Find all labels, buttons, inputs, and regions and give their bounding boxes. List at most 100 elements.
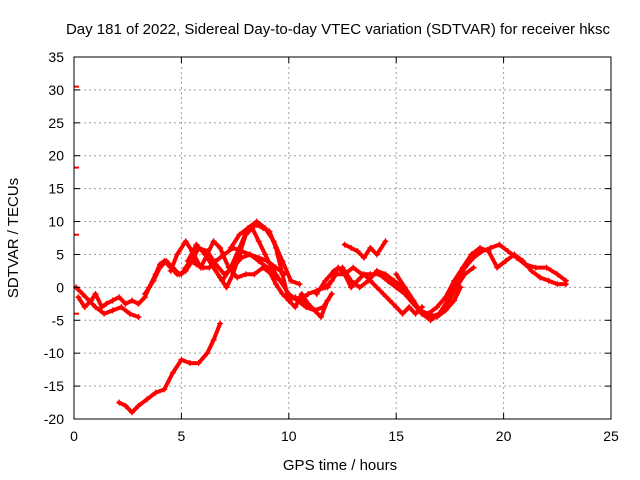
data-point bbox=[298, 290, 305, 297]
data-point bbox=[161, 386, 168, 393]
plot-frame bbox=[73, 56, 612, 420]
data-point bbox=[242, 231, 249, 238]
data-point bbox=[182, 267, 189, 274]
data-point bbox=[152, 389, 159, 396]
data-point bbox=[554, 271, 561, 278]
data-point bbox=[324, 284, 331, 291]
data-point bbox=[202, 251, 209, 258]
data-point bbox=[307, 304, 314, 311]
data-point bbox=[204, 350, 211, 357]
data-point bbox=[393, 304, 400, 311]
data-point bbox=[318, 313, 325, 320]
data-point bbox=[272, 281, 279, 288]
data-point bbox=[350, 264, 357, 271]
data-point bbox=[393, 271, 400, 278]
series-g-line bbox=[228, 222, 313, 310]
data-point bbox=[101, 310, 108, 317]
data-point bbox=[554, 281, 561, 288]
data-point bbox=[116, 294, 123, 301]
data-point bbox=[451, 277, 458, 284]
data-point bbox=[210, 337, 217, 344]
data-point bbox=[126, 310, 133, 317]
data-point bbox=[141, 290, 148, 297]
data-point bbox=[81, 304, 88, 311]
data-point bbox=[410, 297, 417, 304]
data-point bbox=[255, 254, 262, 261]
data-point bbox=[150, 277, 157, 284]
data-point bbox=[451, 297, 458, 304]
y-tick-label: 25 bbox=[48, 115, 64, 131]
y-tick-label: 35 bbox=[48, 49, 64, 65]
data-series bbox=[73, 85, 569, 416]
data-point bbox=[502, 258, 509, 265]
data-point bbox=[459, 264, 466, 271]
y-tick-label: -5 bbox=[52, 312, 65, 328]
data-point bbox=[260, 225, 267, 232]
data-point bbox=[210, 238, 217, 245]
data-point bbox=[75, 294, 82, 301]
data-point bbox=[468, 251, 475, 258]
data-point bbox=[356, 284, 363, 291]
data-point bbox=[255, 238, 262, 245]
data-point bbox=[92, 290, 99, 297]
data-point bbox=[562, 281, 569, 288]
data-point bbox=[399, 310, 406, 317]
data-point bbox=[182, 238, 189, 245]
data-point bbox=[156, 264, 163, 271]
axis-ticks: 0 5 10 15 20 25 -20 -15 -10 -5 0 5 10 15 20 25 30 35 bbox=[44, 49, 619, 444]
data-point bbox=[116, 399, 123, 406]
data-point bbox=[341, 271, 348, 278]
data-point bbox=[341, 241, 348, 248]
data-point bbox=[365, 277, 372, 284]
data-point bbox=[163, 258, 170, 265]
y-tick-label: 5 bbox=[56, 246, 64, 262]
data-point bbox=[348, 284, 355, 291]
grid-lines bbox=[74, 57, 611, 419]
data-point bbox=[330, 267, 337, 274]
data-point bbox=[485, 248, 492, 255]
data-point bbox=[109, 297, 116, 304]
data-point bbox=[229, 271, 236, 278]
data-point bbox=[543, 264, 550, 271]
data-point bbox=[511, 251, 518, 258]
y-tick-label: 15 bbox=[48, 181, 64, 197]
data-point bbox=[236, 251, 243, 258]
data-point bbox=[532, 264, 539, 271]
data-point bbox=[128, 297, 135, 304]
data-point bbox=[247, 251, 254, 258]
data-point bbox=[470, 264, 477, 271]
data-point bbox=[358, 271, 365, 278]
data-point bbox=[442, 294, 449, 301]
data-point bbox=[311, 307, 318, 314]
data-point bbox=[103, 300, 110, 307]
data-point bbox=[287, 277, 294, 284]
data-point bbox=[537, 274, 544, 281]
data-point bbox=[348, 244, 355, 251]
y-axis-label: SDTVAR / TECUs bbox=[5, 178, 22, 298]
data-point bbox=[339, 264, 346, 271]
x-axis-label: GPS time / hours bbox=[283, 457, 397, 474]
data-point bbox=[418, 310, 425, 317]
y-tick-label: 0 bbox=[56, 279, 64, 295]
x-tick-label: 25 bbox=[603, 428, 619, 444]
data-point bbox=[244, 225, 251, 232]
data-point bbox=[135, 313, 142, 320]
data-point bbox=[186, 360, 193, 367]
data-point bbox=[391, 277, 398, 284]
data-point bbox=[376, 271, 383, 278]
data-point bbox=[266, 228, 273, 235]
data-point bbox=[223, 284, 230, 291]
data-point bbox=[195, 360, 202, 367]
data-point bbox=[296, 297, 303, 304]
data-point bbox=[135, 300, 142, 307]
data-point bbox=[260, 264, 267, 271]
data-point bbox=[251, 271, 258, 278]
data-point bbox=[528, 267, 535, 274]
data-point bbox=[227, 264, 234, 271]
data-point bbox=[217, 320, 224, 327]
data-point bbox=[92, 304, 99, 311]
data-point bbox=[122, 300, 129, 307]
data-point bbox=[434, 304, 441, 311]
data-point bbox=[354, 277, 361, 284]
